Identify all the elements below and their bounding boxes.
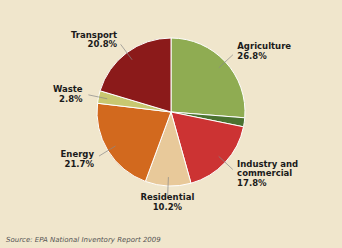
pie-slice (171, 38, 245, 118)
leader-line (88, 95, 107, 99)
value-label: 10.2% (153, 202, 183, 212)
slice-label: Energy (61, 149, 95, 159)
pie-slice (97, 103, 171, 181)
pie (97, 38, 245, 186)
leader-line (121, 44, 132, 59)
slice-label-line: Industry and (237, 159, 298, 169)
value-label: 26.8% (237, 51, 267, 61)
chart-svg: Agriculture26.8% Industry andcommercial17… (0, 0, 342, 248)
slice-label-line: Agriculture (237, 41, 291, 51)
value-label: 2.8% (59, 94, 83, 104)
slice-label: Waste (53, 84, 83, 94)
leader-line (219, 156, 233, 169)
slice-label-line: Energy (61, 149, 95, 159)
slice-label-line: Waste (53, 84, 83, 94)
labels: Agriculture26.8% Industry andcommercial17… (53, 30, 298, 212)
leader-line (99, 146, 115, 156)
leader-line (219, 55, 233, 68)
value-label: 20.8% (88, 39, 118, 49)
slice-label-line: Transport (71, 30, 117, 40)
slice-label: Industry andcommercial (237, 159, 298, 179)
slice-label: Transport (71, 30, 117, 40)
slice-label-line: commercial (237, 168, 292, 178)
slice-label-line: Residential (140, 192, 194, 202)
source-note: Source: EPA National Inventory Report 20… (6, 236, 161, 244)
slice-label: Agriculture (237, 41, 291, 51)
slice-label: Residential (140, 192, 194, 202)
value-label: 17.8% (237, 178, 267, 188)
chart-container: Agriculture26.8% Industry andcommercial17… (0, 0, 342, 248)
value-label: 21.7% (64, 159, 94, 169)
